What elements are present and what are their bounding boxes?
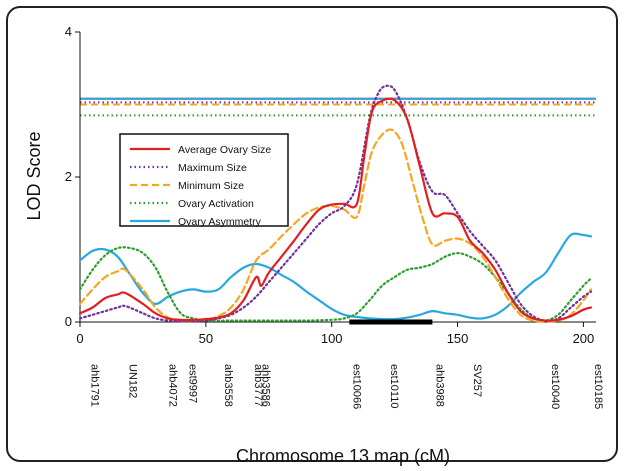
marker-label: ahb1791 xyxy=(89,364,101,407)
y-axis-title: LOD Score xyxy=(24,131,44,220)
y-tick-label: 4 xyxy=(65,24,72,39)
marker-label: ahb4072 xyxy=(167,364,179,407)
x-axis-title: Chromosome 13 map (cM) xyxy=(236,446,450,466)
series-line-maximum-size xyxy=(78,84,593,323)
series-line-ovary-asymmetry xyxy=(78,232,593,321)
marker-label: est10110 xyxy=(388,364,400,408)
y-tick-label: 0 xyxy=(65,314,72,329)
marker-label: UN182 xyxy=(126,364,138,398)
legend-label-ovary-activation: Ovary Activation xyxy=(178,198,254,210)
marker-label: est10066 xyxy=(350,364,362,409)
series-line-average-ovary-size xyxy=(78,97,593,322)
x-tick-label: 200 xyxy=(573,331,595,346)
marker-label: ahb3586 xyxy=(260,364,272,407)
legend-label-maximum-size: Maximum Size xyxy=(178,162,247,174)
series-line-ovary-activation xyxy=(78,246,593,322)
marker-label: est9997 xyxy=(187,364,199,403)
legend-label-ovary-asymmetry: Ovary Asymmetry xyxy=(178,216,262,228)
y-tick-label: 2 xyxy=(65,169,72,184)
marker-label: ahb3777 xyxy=(252,364,264,407)
marker-label: ahb3558 xyxy=(222,364,234,407)
x-tick-label: 150 xyxy=(447,331,469,346)
legend-label-minimum-size: Minimum Size xyxy=(178,180,244,192)
marker-label: ahb3988 xyxy=(433,364,445,407)
chart-frame xyxy=(6,6,618,462)
marker-label: est10040 xyxy=(549,364,561,409)
x-tick-label: 50 xyxy=(199,331,213,346)
x-tick-label: 0 xyxy=(76,331,83,346)
marker-label: SV257 xyxy=(471,364,483,397)
marker-label: est10185 xyxy=(592,364,604,409)
legend-label-average-ovary-size: Average Ovary Size xyxy=(178,144,271,156)
x-tick-label: 100 xyxy=(321,331,343,346)
